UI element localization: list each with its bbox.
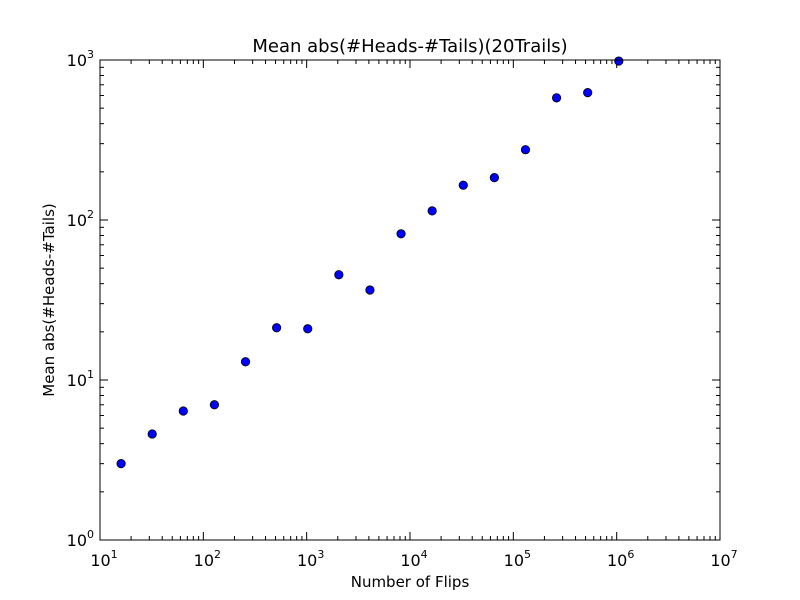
data-point bbox=[458, 180, 468, 190]
y-tick-label: 101 bbox=[67, 368, 94, 390]
x-tick-label: 103 bbox=[297, 548, 324, 570]
x-tick-label: 102 bbox=[194, 548, 221, 570]
data-point bbox=[303, 324, 313, 334]
x-tick-label: 101 bbox=[90, 548, 117, 570]
chart-title: Mean abs(#Heads-#Tails)(20Trails) bbox=[252, 36, 567, 57]
data-point bbox=[365, 285, 375, 295]
x-tick-label: 104 bbox=[400, 548, 427, 570]
data-point bbox=[147, 429, 157, 439]
y-tick-label: 102 bbox=[67, 208, 94, 230]
data-points bbox=[116, 56, 624, 469]
minor-ticks bbox=[100, 60, 720, 540]
data-point bbox=[396, 229, 406, 239]
x-tick-label: 107 bbox=[710, 548, 737, 570]
y-tick-label: 100 bbox=[67, 528, 94, 550]
data-point bbox=[178, 406, 188, 416]
data-point bbox=[427, 206, 437, 216]
data-point bbox=[272, 323, 282, 333]
data-point bbox=[520, 145, 531, 155]
data-point bbox=[334, 270, 344, 280]
plot-frame bbox=[99, 59, 721, 541]
plot-area bbox=[100, 60, 720, 540]
data-point bbox=[240, 357, 251, 367]
y-axis-label: Mean abs(#Heads-#Tails) bbox=[40, 203, 58, 396]
y-tick-labels: 100 101 102 103 bbox=[67, 48, 94, 550]
x-tick-label: 106 bbox=[607, 548, 634, 570]
data-point bbox=[583, 88, 593, 98]
data-point bbox=[489, 173, 499, 183]
x-tick-labels: 101 102 103 104 105 106 107 bbox=[90, 548, 737, 570]
x-axis-label: Number of Flips bbox=[351, 573, 470, 591]
x-tick-label: 105 bbox=[504, 548, 531, 570]
data-point bbox=[116, 459, 126, 469]
data-point bbox=[551, 93, 562, 103]
y-tick-label: 103 bbox=[67, 48, 94, 70]
data-point bbox=[209, 400, 220, 410]
data-point bbox=[614, 56, 624, 66]
